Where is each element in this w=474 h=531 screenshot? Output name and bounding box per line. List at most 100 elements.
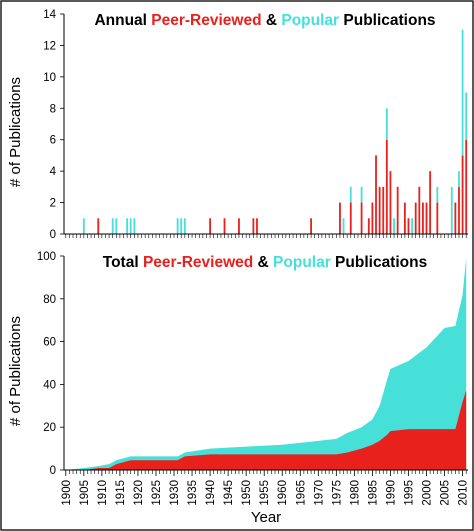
y-tick-label: 60	[43, 337, 56, 349]
chart-title-part: Total	[103, 254, 143, 271]
x-tick-label: 1945	[223, 480, 235, 506]
y-tick-label: 4	[50, 166, 57, 178]
y-tick-label: 12	[43, 40, 56, 52]
x-tick-label: 2005	[440, 480, 452, 506]
y-tick-label: 100	[37, 251, 56, 263]
chart-title-part: Publications	[331, 254, 427, 271]
peer-reviewed-bar	[407, 218, 410, 234]
chart-title-part: &	[262, 12, 282, 29]
popular-bar	[111, 218, 114, 234]
x-tick-label: 1985	[367, 480, 379, 506]
peer-reviewed-bar	[252, 218, 255, 234]
popular-bar	[342, 218, 345, 234]
peer-reviewed-bar	[339, 202, 341, 234]
x-tick-label: 1905	[79, 480, 91, 506]
popular-bar	[411, 218, 413, 234]
peer-reviewed-bar	[360, 202, 363, 234]
chart-title-part: &	[253, 254, 273, 271]
x-tick-label: 1935	[187, 480, 199, 506]
popular-bar	[180, 218, 183, 234]
popular-bar	[133, 218, 136, 234]
popular-bar	[436, 186, 439, 203]
peer-reviewed-bar	[238, 218, 240, 234]
x-tick-label: 1990	[385, 480, 397, 506]
popular-bar	[360, 186, 363, 203]
peer-reviewed-bar	[349, 202, 352, 234]
x-tick-label: 1940	[205, 480, 217, 506]
chart-title-part: Publications	[339, 12, 435, 29]
popular-bar	[461, 29, 464, 156]
popular-bar	[126, 218, 129, 234]
popular-bar	[450, 186, 453, 234]
chart-title-part: Peer-Reviewed	[151, 12, 261, 29]
popular-bar	[393, 218, 395, 234]
y-tick-label: 20	[43, 422, 56, 434]
chart-title-part: Popular	[281, 12, 339, 29]
chart-title: Annual Peer-Reviewed & Popular Publicati…	[94, 12, 435, 29]
x-tick-label: 1920	[133, 480, 145, 506]
x-tick-label: 2010	[458, 480, 470, 506]
peer-reviewed-bar	[367, 218, 370, 234]
y-tick-label: 8	[50, 103, 56, 115]
peer-reviewed-bar	[382, 186, 385, 234]
x-tick-label: 1955	[259, 480, 271, 506]
peer-reviewed-bar	[458, 186, 460, 234]
chart-title-part: Popular	[273, 254, 331, 271]
x-axis-label: Year	[251, 509, 281, 526]
y-tick-label: 0	[50, 465, 56, 477]
y-tick-label: 80	[43, 294, 56, 306]
chart-title-part: Annual	[94, 12, 151, 29]
x-tick-label: 2000	[422, 480, 434, 506]
peer-reviewed-bar	[425, 202, 428, 234]
peer-reviewed-bar	[465, 139, 468, 234]
peer-reviewed-bar	[454, 202, 457, 234]
popular-bar	[82, 218, 85, 234]
x-tick-label: 1910	[97, 480, 109, 506]
chart-title-part: Peer-Reviewed	[143, 254, 253, 271]
y-axis-label: # of Publications	[7, 77, 24, 187]
popular-bar	[385, 108, 388, 140]
chart-title: Total Peer-Reviewed & Popular Publicatio…	[103, 254, 427, 271]
peer-reviewed-bar	[429, 171, 432, 234]
x-tick-label: 1980	[349, 480, 361, 506]
peer-reviewed-bar	[396, 186, 399, 234]
x-tick-label: 1930	[169, 480, 181, 506]
popular-bar	[465, 92, 468, 140]
x-tick-label: 1960	[277, 480, 289, 506]
annual-publications-chart: Annual Peer-Reviewed & Popular Publicati…	[7, 9, 468, 241]
x-tick-label: 1965	[295, 480, 307, 506]
peer-reviewed-bar	[97, 218, 100, 234]
popular-bar	[115, 218, 118, 234]
y-axis-label: # of Publications	[7, 316, 24, 426]
x-tick-label: 1925	[151, 480, 163, 506]
y-tick-label: 10	[43, 72, 56, 84]
peer-reviewed-bar	[418, 186, 421, 234]
popular-bar	[129, 218, 132, 234]
y-tick-label: 14	[43, 9, 56, 21]
popular-bar	[458, 171, 460, 187]
x-tick-label: 1975	[331, 480, 343, 506]
peer-reviewed-bar	[371, 202, 374, 234]
peer-reviewed-bar	[461, 155, 464, 234]
popular-bar	[176, 218, 179, 234]
popular-bar	[183, 218, 186, 234]
peer-reviewed-bar	[223, 218, 226, 234]
popular-bar	[349, 186, 352, 203]
peer-reviewed-bar	[310, 218, 312, 234]
x-tick-label: 1900	[61, 480, 73, 506]
x-tick-label: 1970	[313, 480, 325, 506]
peer-reviewed-area	[65, 390, 467, 470]
y-tick-label: 40	[43, 379, 56, 391]
peer-reviewed-bar	[378, 186, 381, 234]
peer-reviewed-bar	[385, 139, 388, 234]
x-tick-label: 1950	[241, 480, 253, 506]
peer-reviewed-bar	[209, 218, 211, 234]
y-tick-label: 0	[50, 229, 56, 241]
peer-reviewed-bar	[436, 202, 439, 234]
x-tick-label: 1915	[115, 480, 127, 506]
y-tick-label: 2	[50, 198, 56, 210]
peer-reviewed-bar	[414, 202, 417, 234]
x-tick-label: 1995	[403, 480, 415, 506]
peer-reviewed-bar	[375, 155, 377, 234]
